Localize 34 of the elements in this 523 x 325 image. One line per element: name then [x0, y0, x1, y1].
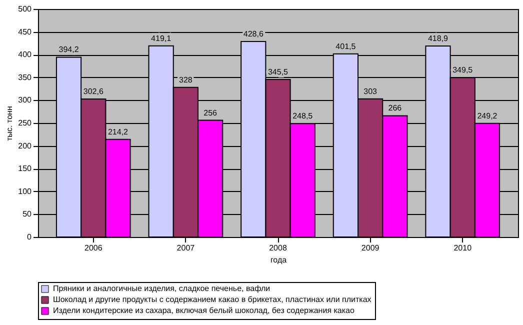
y-tick-label: 100 — [18, 186, 32, 196]
y-axis-title: тыс. тонн — [5, 106, 14, 141]
y-tick-label: 200 — [18, 141, 32, 150]
y-tick-label: 450 — [18, 27, 32, 36]
y-tick-label: 0 — [27, 232, 32, 242]
y-tick-label: 250 — [18, 118, 32, 128]
data-label: 302,6 — [83, 87, 104, 96]
legend-label: Пряники и аналогичные изделия, сладкое печенье, вафли — [53, 284, 270, 293]
data-label: 419,1 — [151, 34, 172, 43]
x-tick-label: 2006 — [84, 244, 103, 252]
data-label: 256 — [204, 108, 218, 118]
x-tick-label: 2007 — [176, 244, 196, 252]
legend-label: Издели кондитерские из сахара, включая белый шоколад, без содержания какао — [53, 306, 355, 315]
y-tick-label: 150 — [18, 164, 32, 174]
x-tick-label: 2010 — [454, 244, 472, 252]
y-tick-label: 300 — [18, 96, 32, 105]
data-label: 248,5 — [292, 112, 314, 121]
y-tick-label: 50 — [22, 210, 32, 219]
data-label: 349,5 — [452, 66, 474, 75]
data-label: 401,5 — [336, 42, 356, 51]
data-label: 214,2 — [108, 127, 129, 136]
data-label: 345,5 — [268, 67, 289, 76]
x-axis-title: года — [270, 256, 288, 264]
data-label: 266 — [388, 104, 402, 113]
data-label: 394,2 — [58, 45, 80, 54]
data-label: 303 — [364, 86, 378, 96]
x-tick-label: 2008 — [269, 244, 288, 252]
y-tick-label: 500 — [18, 4, 32, 14]
data-label: 249,2 — [477, 111, 498, 120]
y-tick-label: 400 — [18, 50, 32, 60]
y-tick-label: 350 — [18, 72, 32, 82]
data-label: 418,9 — [428, 34, 449, 43]
legend-label: Шоколад и другие продукты с содержанием какао в брикетах, пластинах или плитках — [53, 295, 372, 304]
x-tick-label: 2009 — [361, 244, 380, 252]
